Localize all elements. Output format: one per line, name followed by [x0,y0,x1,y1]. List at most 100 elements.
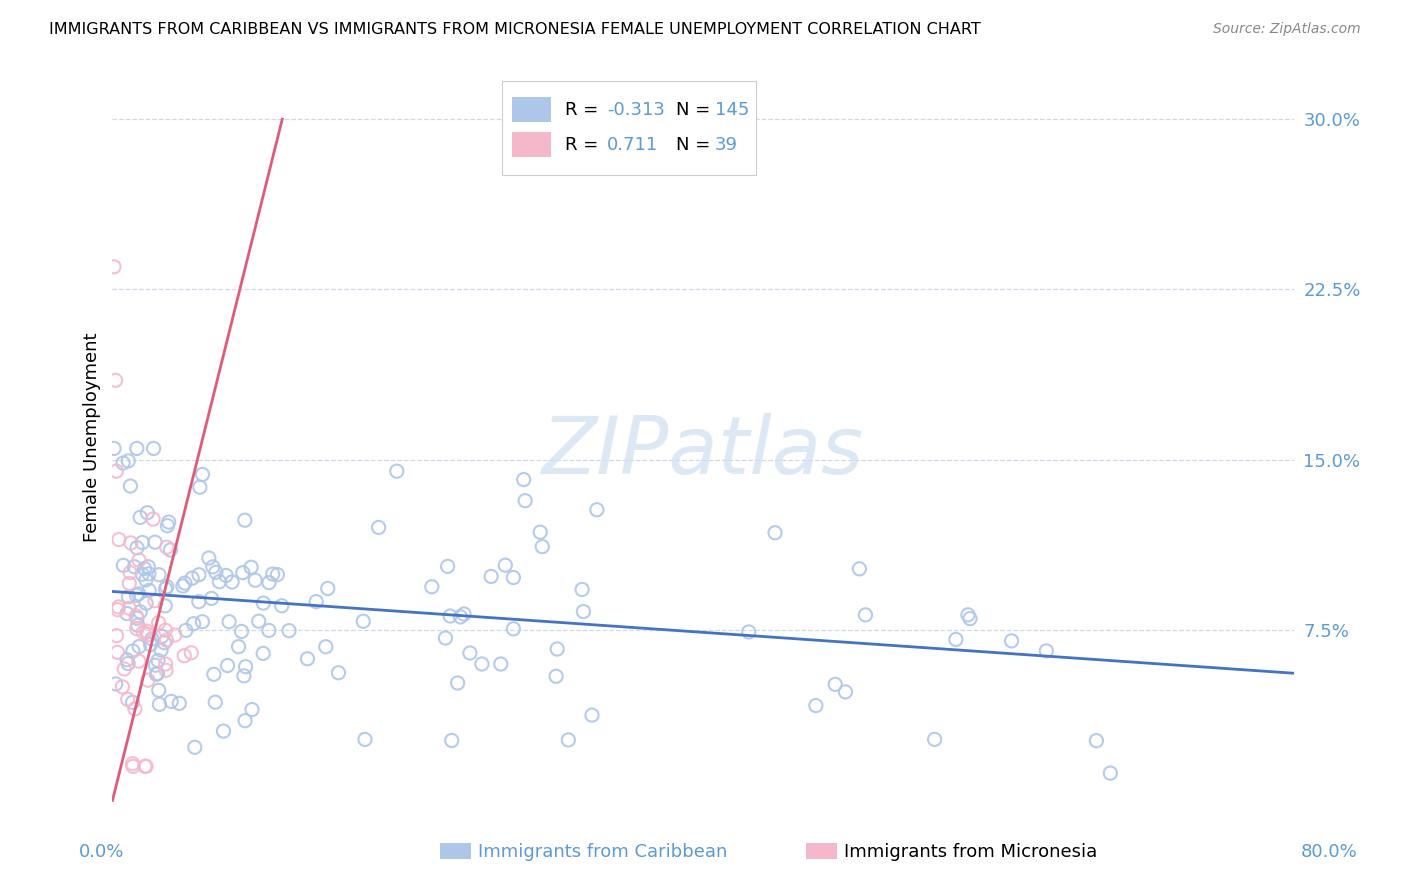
Point [169,696,191,710]
Point [557,733,579,747]
Point [205,566,228,580]
Point [112,662,135,676]
Text: 39: 39 [714,136,738,153]
Point [212,724,235,739]
Point [155,623,177,637]
Point [502,622,524,636]
Point [134,561,156,575]
Point [834,685,856,699]
Point [529,525,551,540]
Point [103,442,125,456]
Point [183,616,205,631]
Point [385,464,408,478]
Text: R =: R = [565,136,610,153]
Point [824,677,846,691]
Bar [512,133,551,157]
Point [150,643,173,657]
Point [252,596,274,610]
Point [240,560,263,574]
Point [124,702,146,716]
Point [305,594,328,608]
Point [586,502,609,516]
Point [204,695,226,709]
Point [125,541,148,555]
Point [135,759,157,773]
Text: 0.711: 0.711 [607,136,658,153]
Point [188,567,211,582]
Point [104,677,127,691]
Point [245,573,267,587]
Point [188,480,211,494]
Point [129,605,152,619]
Point [763,525,786,540]
FancyBboxPatch shape [502,81,756,175]
Point [125,442,148,456]
Point [125,611,148,625]
Bar [512,97,551,122]
Point [104,373,127,387]
Point [156,541,179,555]
Point [120,566,142,580]
Point [173,648,195,663]
Point [233,513,256,527]
Point [198,551,221,566]
Text: N =: N = [676,136,721,153]
Point [1000,633,1022,648]
Text: Source: ZipAtlas.com: Source: ZipAtlas.com [1213,22,1361,37]
Point [117,692,139,706]
Point [134,759,156,773]
Point [479,569,502,583]
Point [141,632,163,646]
Point [240,702,263,716]
Point [184,740,207,755]
Point [146,666,169,681]
Point [191,615,214,629]
Point [316,582,339,596]
Point [139,638,162,652]
Point [436,559,458,574]
Point [221,574,243,589]
Point [1035,644,1057,658]
Text: IMMIGRANTS FROM CARIBBEAN VS IMMIGRANTS FROM MICRONESIA FEMALE UNEMPLOYMENT CORR: IMMIGRANTS FROM CARIBBEAN VS IMMIGRANTS … [49,22,981,37]
Point [453,607,475,621]
Point [266,567,288,582]
Point [148,615,170,630]
Point [278,624,301,638]
Point [117,454,139,468]
Point [471,657,494,671]
Point [208,574,231,589]
Point [489,657,512,671]
Point [135,624,157,638]
Point [117,590,139,604]
Point [512,473,534,487]
Point [135,596,157,610]
Point [105,629,128,643]
Point [434,631,457,645]
Point [142,512,165,526]
Point [738,624,761,639]
Point [148,567,170,582]
Point [145,667,167,681]
Point [494,558,516,573]
Point [117,657,139,671]
Point [127,618,149,632]
Point [172,579,194,593]
Point [231,624,253,639]
Point [228,640,250,654]
Point [125,622,148,636]
Point [959,612,981,626]
Text: R =: R = [565,101,603,119]
Point [247,614,270,628]
Point [174,624,197,638]
Point [138,583,160,598]
Point [354,732,377,747]
Point [232,669,254,683]
Point [257,575,280,590]
Point [571,582,593,597]
Point [148,683,170,698]
Point [132,625,155,640]
Point [153,635,176,649]
Point [103,260,125,274]
Point [124,559,146,574]
Point [855,607,877,622]
